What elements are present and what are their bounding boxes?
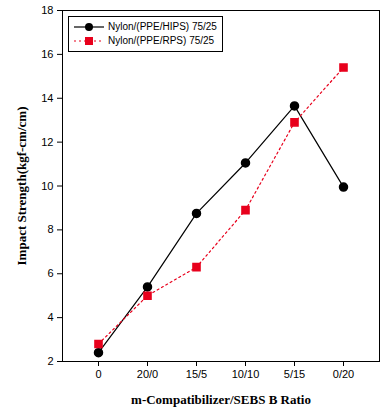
- svg-text:Impact Strength(kgf-cm/cm): Impact Strength(kgf-cm/cm): [14, 107, 29, 266]
- svg-text:0/20: 0/20: [333, 368, 354, 380]
- svg-text:6: 6: [47, 267, 53, 279]
- html-text:Nylon/(PPE/RPS) 75/25: Nylon/(PPE/RPS) 75/25: [108, 35, 215, 46]
- svg-text:m-Compatibilizer/SEBS B Ratio: m-Compatibilizer/SEBS B Ratio: [131, 392, 311, 407]
- svg-text:12: 12: [41, 136, 53, 148]
- svg-text:16: 16: [41, 48, 53, 60]
- svg-text:10/10: 10/10: [232, 368, 260, 380]
- svg-text:2: 2: [47, 355, 53, 367]
- svg-text:20/0: 20/0: [137, 368, 158, 380]
- svg-text:5/15: 5/15: [284, 368, 305, 380]
- svg-text:4: 4: [47, 311, 53, 323]
- html-text:Nylon/(PPE/HIPS) 75/25: Nylon/(PPE/HIPS) 75/25: [108, 21, 217, 32]
- svg-text:10: 10: [41, 180, 53, 192]
- svg-text:8: 8: [47, 223, 53, 235]
- svg-text:15/5: 15/5: [186, 368, 207, 380]
- svg-text:18: 18: [41, 4, 53, 16]
- svg-text:14: 14: [41, 92, 53, 104]
- svg-text:0: 0: [95, 368, 101, 380]
